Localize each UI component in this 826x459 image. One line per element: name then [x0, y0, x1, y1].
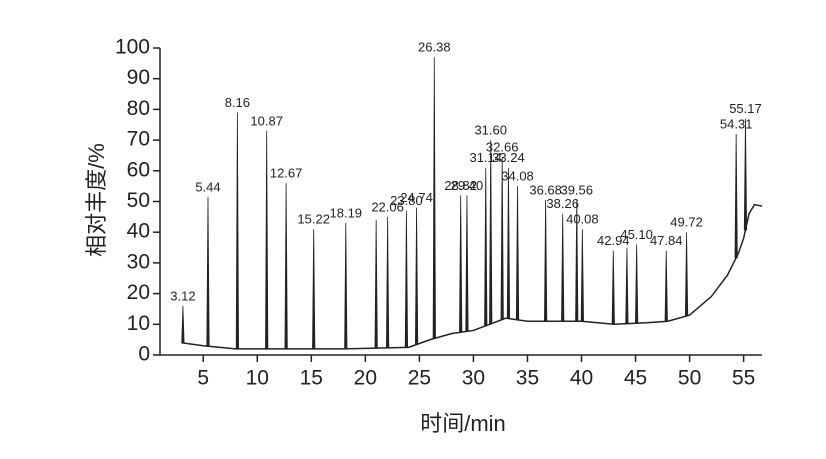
peak	[206, 196, 210, 347]
peak-label: 31.14	[469, 150, 502, 165]
peak-label: 18.19	[330, 205, 363, 220]
peak	[664, 250, 668, 322]
peak-label: 47.84	[650, 233, 683, 248]
x-tick-label: 10	[246, 367, 269, 390]
peak-label: 12.67	[270, 166, 303, 181]
peak-label: 32.66	[486, 139, 519, 154]
peak	[414, 207, 419, 345]
peak-label: 40.08	[566, 212, 599, 227]
y-tick-label: 50	[127, 189, 150, 212]
peak	[344, 222, 348, 350]
y-tick-label: 40	[127, 220, 150, 243]
peak	[743, 118, 748, 231]
x-tick-label: 40	[570, 367, 593, 390]
peak	[386, 216, 390, 349]
peak-label: 42.94	[597, 233, 630, 248]
peak	[635, 244, 639, 324]
y-tick-label: 80	[127, 97, 150, 120]
peak	[284, 183, 288, 350]
peak-label: 26.38	[418, 40, 451, 55]
peak-label: 3.12	[170, 288, 195, 303]
peak-label: 24.74	[400, 190, 433, 205]
peak-label: 54.31	[720, 116, 753, 131]
x-tick-label: 35	[516, 367, 539, 390]
peak	[489, 140, 493, 325]
peak-label: 22.06	[371, 199, 404, 214]
x-tick-label: 5	[197, 367, 209, 390]
peak-label: 31.60	[474, 123, 507, 138]
y-tick-label: 60	[127, 158, 150, 181]
peak	[611, 250, 615, 325]
peak-label: 8.16	[225, 95, 250, 110]
peak-label: 33.24	[492, 150, 525, 165]
y-tick-label: 100	[115, 36, 150, 59]
peak-label: 28.82	[444, 178, 477, 193]
y-tick-label: 70	[127, 128, 150, 151]
peak-label: 29.40	[451, 178, 484, 193]
peak	[580, 229, 584, 322]
peak	[625, 247, 629, 325]
peak	[181, 305, 185, 344]
y-tick-label: 30	[127, 250, 150, 273]
x-tick-label: 15	[300, 367, 323, 390]
peak	[544, 199, 548, 322]
peak	[404, 210, 409, 348]
peak-label: 34.08	[501, 169, 534, 184]
baseline-trace	[181, 203, 763, 350]
peak	[500, 156, 504, 320]
peak-label: 38.26	[546, 196, 579, 211]
peak	[506, 167, 511, 319]
peak	[265, 130, 269, 350]
x-tick-label: 45	[624, 367, 647, 390]
x-tick-label: 50	[678, 367, 701, 390]
peak	[312, 229, 316, 350]
peak-label: 5.44	[195, 179, 220, 194]
peak	[515, 186, 520, 321]
peak-label: 39.56	[560, 182, 593, 197]
peak-label: 45.10	[620, 227, 653, 242]
x-tick-label: 20	[354, 367, 377, 390]
peak	[734, 133, 738, 259]
peak	[432, 57, 436, 339]
x-tick-label: 30	[462, 367, 485, 390]
peak	[459, 195, 463, 333]
peak-label: 15.22	[297, 212, 330, 227]
peak	[235, 112, 239, 350]
peak	[374, 219, 378, 349]
peak	[465, 195, 469, 332]
y-tick-label: 20	[127, 281, 150, 304]
peak	[484, 167, 488, 327]
y-tick-label: 90	[127, 66, 150, 89]
peak-label: 10.87	[250, 113, 283, 128]
y-tick-label: 10	[127, 312, 150, 335]
y-axis-label: 相对丰度/%	[84, 143, 109, 257]
peak	[684, 232, 689, 317]
x-tick-label: 55	[732, 367, 755, 390]
peak	[575, 199, 579, 322]
y-tick-label: 0	[138, 343, 150, 366]
peak-label: 36.68	[529, 182, 562, 197]
peak-label: 23.80	[390, 193, 423, 208]
peak	[561, 213, 565, 322]
x-tick-label: 25	[408, 367, 431, 390]
peak-label: 49.72	[670, 215, 703, 230]
x-axis-label: 时间/min	[420, 411, 506, 436]
peak-label: 55.17	[729, 101, 762, 116]
